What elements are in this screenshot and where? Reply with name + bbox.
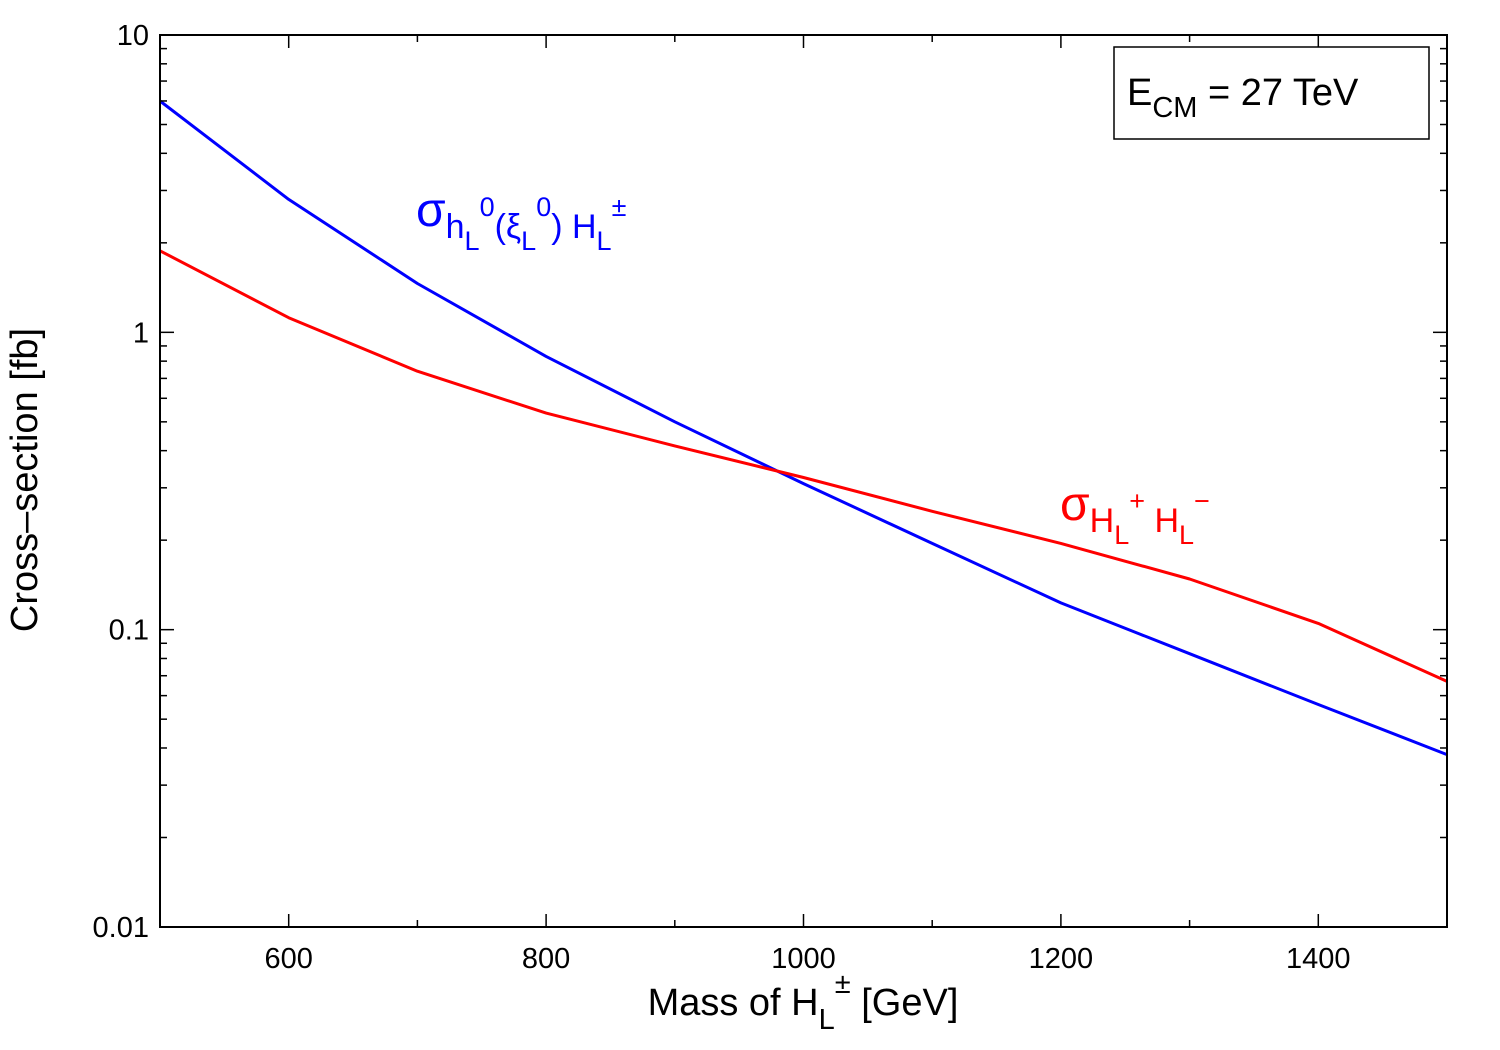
y-tick-label: 1 <box>133 317 149 349</box>
series-label-part: (ξ <box>495 208 522 246</box>
series-label-part: L <box>597 226 612 256</box>
series-label-part: + <box>1129 486 1145 516</box>
series-label-part: h <box>446 208 465 246</box>
plot-area: 600 800 1000 1200 1400 0.01 0.1 1 10 <box>93 20 1448 975</box>
annotation-box <box>1113 46 1430 140</box>
series-label-part: L <box>465 226 480 256</box>
x-tick-label: 600 <box>265 943 313 975</box>
series-label-part: 0 <box>536 192 551 222</box>
series-label-part: H <box>1145 502 1179 540</box>
series-label-red: σHL+ HL− <box>1060 478 1210 550</box>
x-tick-label: 1400 <box>1286 943 1351 975</box>
annotation-text: ECM = 27 TeV <box>1127 72 1359 124</box>
series-label-part: ± <box>612 192 627 222</box>
series-label-part: 0 <box>480 192 495 222</box>
series-label-part: σ <box>1060 478 1090 531</box>
y-tick-label: 0.1 <box>109 615 149 647</box>
x-tick-label: 1000 <box>771 943 836 975</box>
series-label-part: − <box>1194 486 1210 516</box>
y-tick-label: 0.01 <box>93 912 149 944</box>
series-label-blue: σhL0(ξL0) HL± <box>416 184 626 256</box>
y-axis-label: Cross–section [fb] <box>4 328 46 632</box>
series-label-part: L <box>1179 520 1194 550</box>
x-axis-label: Mass of HL± [GeV] <box>648 968 959 1036</box>
series-label-part: ) H <box>551 208 596 246</box>
x-tick-label: 1200 <box>1029 943 1094 975</box>
series-label-part: L <box>521 226 536 256</box>
x-tick-label: 800 <box>522 943 570 975</box>
series-line-blue <box>159 99 1448 756</box>
series-label-part: σ <box>416 184 446 237</box>
series-label-part: L <box>1114 520 1129 550</box>
series-line-red <box>159 249 1448 683</box>
series-label-part: H <box>1090 502 1115 540</box>
energy-annotation: ECM = 27 TeV <box>1113 46 1430 140</box>
y-tick-label: 10 <box>117 20 149 52</box>
